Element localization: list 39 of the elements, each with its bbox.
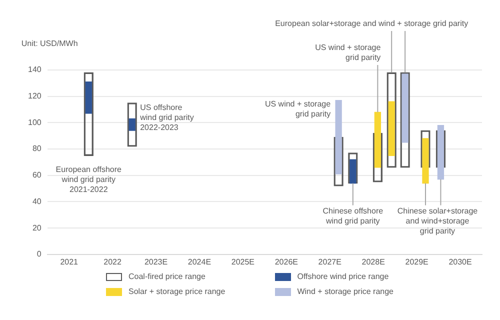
bar — [388, 101, 395, 156]
y-tick-label: 0 — [36, 250, 42, 259]
annotation: US wind + storage grid parity — [315, 43, 382, 62]
x-tick-label: 2021 — [60, 257, 79, 266]
legend-label: Wind + storage price range — [297, 287, 394, 296]
annotation: European solar+storage and wind + storage grid parity — [275, 19, 468, 28]
x-tick-label: 2027E — [318, 257, 342, 266]
y-tick-label: 120 — [28, 92, 42, 101]
bar — [335, 100, 342, 174]
x-tick-label: 2026E — [274, 257, 298, 266]
x-tick-label: 2024E — [188, 257, 212, 266]
y-tick-label: 100 — [28, 118, 42, 127]
x-tick-label: 2030E — [448, 257, 472, 266]
annotation: US wind + storage grid parity — [264, 99, 332, 118]
y-tick-label: 20 — [32, 223, 42, 232]
x-tick-label: 2022 — [104, 257, 122, 266]
x-tick-label: 2023E — [144, 257, 168, 266]
bar — [350, 159, 356, 184]
bar — [437, 124, 444, 180]
legend-label: Solar + storage price range — [128, 287, 226, 296]
bar — [402, 74, 408, 143]
annotation: European offshore wind grid parity 2021-2022 — [56, 164, 122, 194]
bar — [128, 118, 136, 131]
y-tick-label: 40 — [32, 196, 42, 206]
y-tick-label: 60 — [32, 170, 42, 180]
legend-label: Coal-fired price range — [128, 272, 206, 281]
x-tick-label: 2025E — [231, 257, 255, 266]
y-tick-label: 140 — [28, 65, 42, 74]
y-axis-title: Unit: USD/MWh — [21, 39, 78, 48]
y-tick-label: 80 — [32, 144, 42, 154]
annotation: US offshore wind grid parity 2022-2023 — [139, 103, 194, 132]
annotation: Chinese offshore wind grid parity — [322, 206, 384, 226]
x-tick-label: 2028E — [362, 257, 385, 266]
x-tick-label: 2029E — [405, 257, 428, 266]
legend-label: Offshore wind price range — [297, 272, 389, 281]
bar — [85, 82, 92, 114]
bar — [422, 138, 429, 184]
annotation: Chinese solar+storage and wind+storage grid parity — [397, 206, 478, 236]
bar — [374, 112, 382, 168]
